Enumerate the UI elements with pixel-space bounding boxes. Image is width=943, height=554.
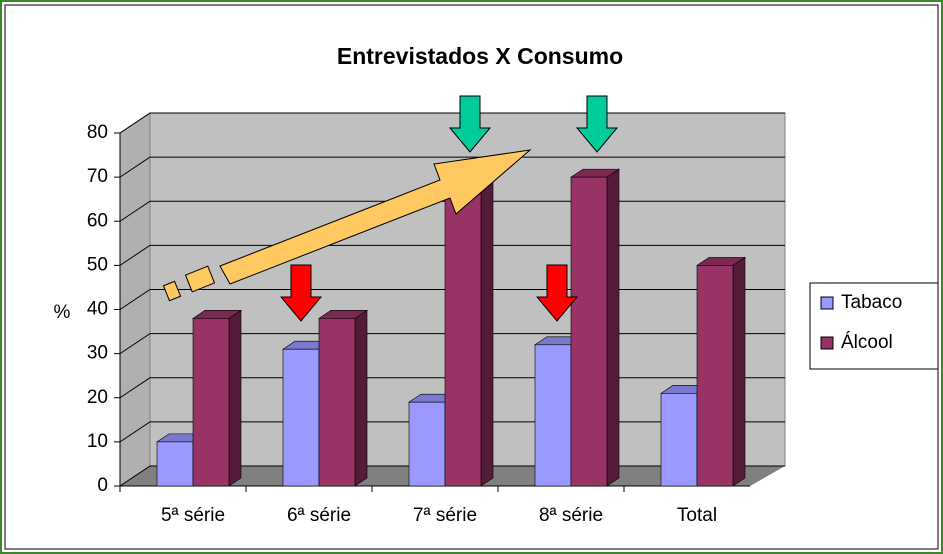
- green-arrow: [448, 95, 492, 153]
- x-tick-label: 7ª série: [413, 505, 477, 526]
- red-arrow: [535, 264, 579, 322]
- green-arrow: [575, 95, 619, 153]
- y-tick-label: 0: [97, 475, 108, 496]
- legend-swatch: [820, 296, 834, 310]
- y-tick-label: 10: [87, 431, 108, 452]
- x-tick-label: 8ª série: [539, 505, 603, 526]
- bar: [408, 401, 446, 487]
- bar-side: [480, 168, 494, 487]
- bar: [660, 393, 698, 487]
- y-tick-label: 70: [87, 166, 108, 187]
- bar: [282, 348, 320, 487]
- bars: [156, 168, 746, 487]
- bar: [534, 344, 572, 487]
- bar-side: [228, 309, 242, 487]
- y-tick-label: 50: [87, 254, 108, 275]
- grid-line: [119, 156, 785, 178]
- bar: [156, 441, 194, 487]
- x-tick-label: 6ª série: [287, 505, 351, 526]
- bar: [318, 318, 356, 487]
- arrow-dash: [184, 265, 216, 293]
- trend-arrow: [219, 149, 532, 285]
- legend-label: Álcool: [841, 332, 893, 353]
- bar: [696, 265, 734, 487]
- y-tick-label: 80: [87, 122, 108, 143]
- bar-side: [606, 168, 620, 487]
- bar-side: [354, 309, 368, 487]
- x-tick-label: Total: [677, 505, 717, 526]
- arrows: [162, 95, 619, 322]
- grid-line: [119, 112, 785, 134]
- y-tick-label: 20: [87, 387, 108, 408]
- bar: [444, 176, 482, 487]
- y-tick-label: 60: [87, 210, 108, 231]
- red-arrow: [279, 264, 323, 322]
- y-tick-label: 40: [87, 299, 108, 320]
- arrow-dash: [162, 280, 182, 302]
- bar: [570, 176, 608, 487]
- bar: [192, 318, 230, 487]
- chart-title: Entrevistados X Consumo: [337, 43, 623, 69]
- legend: Tabaco Álcool: [809, 282, 939, 370]
- legend-label: Tabaco: [841, 292, 902, 313]
- x-tick-label: 5ª série: [161, 505, 225, 526]
- y-axis-label: %: [54, 302, 71, 323]
- legend-swatch: [820, 336, 834, 350]
- y-tick-label: 30: [87, 343, 108, 364]
- bar-side: [732, 256, 746, 487]
